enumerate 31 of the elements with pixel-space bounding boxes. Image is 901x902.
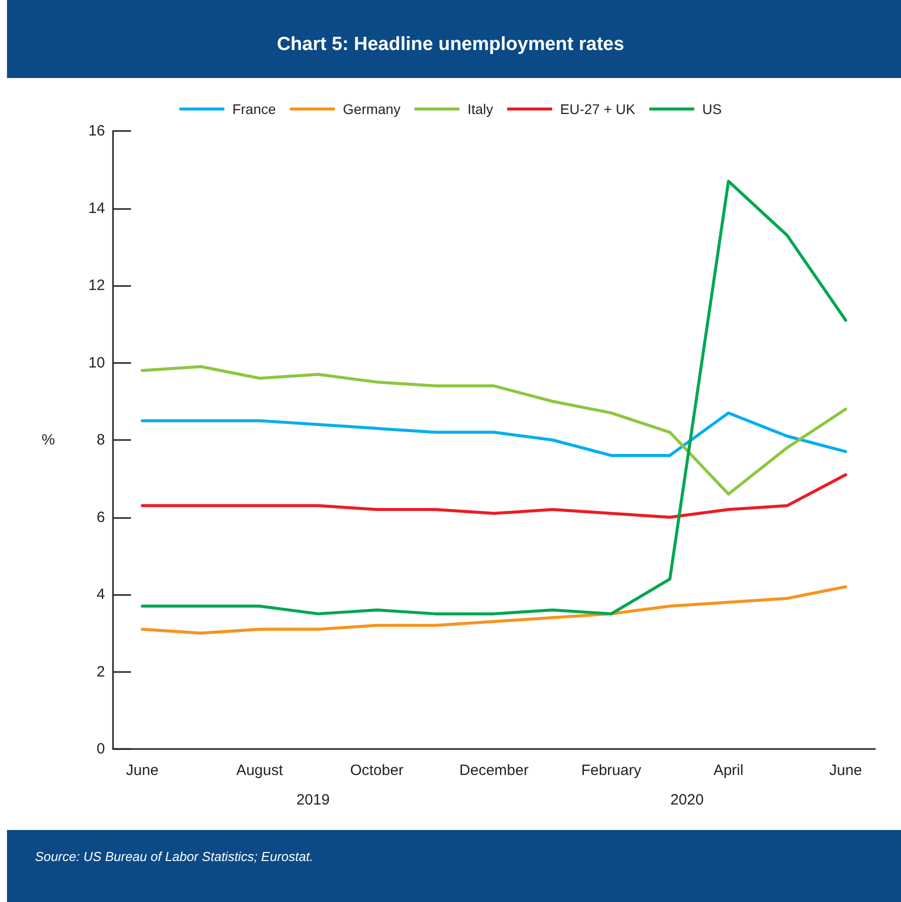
y-tick-label: 2 — [96, 663, 105, 680]
legend-label: Germany — [342, 101, 400, 117]
y-tick-label: 12 — [88, 277, 105, 294]
y-tick-label: 16 — [88, 122, 105, 140]
x-tick-label: April — [713, 762, 744, 779]
y-tick-label: 8 — [96, 432, 105, 448]
y-tick-label: 14 — [88, 200, 105, 217]
legend-label: EU-27 + UK — [560, 101, 636, 117]
x-tick-label: February — [581, 762, 642, 779]
line-series — [140, 411, 848, 457]
x-tick-label: June — [126, 762, 159, 779]
line-series — [140, 585, 848, 635]
source-note: Source: US Bureau of Labor Statistics; Eurostat. — [35, 849, 314, 864]
line-series — [140, 180, 848, 616]
x-tick-label: June — [829, 762, 862, 779]
line-series — [140, 365, 848, 496]
x-tick-label: December — [459, 762, 529, 779]
y-tick-label: 10 — [88, 354, 105, 372]
text: 2019 — [296, 792, 330, 808]
x-tick-label: August — [236, 762, 284, 779]
chart-title: Chart 5: Headline unemployment rates — [276, 34, 624, 55]
legend-label: France — [232, 101, 276, 117]
line-series — [140, 473, 848, 519]
x-tick-label: October — [350, 762, 404, 779]
y-axis-title: % — [42, 432, 55, 448]
legend-label: US — [702, 101, 722, 117]
legend-label: Italy — [467, 101, 494, 117]
text: 2020 — [670, 792, 704, 808]
y-tick-label: 4 — [96, 586, 105, 603]
y-tick-label: 0 — [96, 740, 105, 758]
y-tick-label: 6 — [96, 508, 105, 526]
